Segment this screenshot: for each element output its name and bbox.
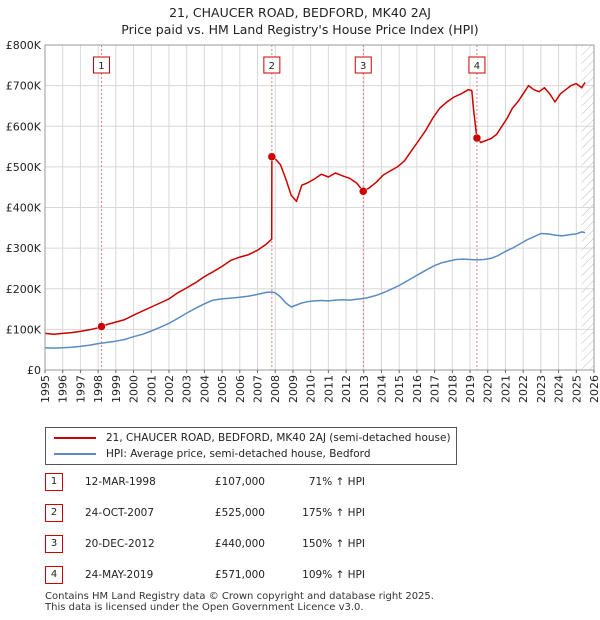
sale-date: 20-DEC-2012 [85, 538, 155, 550]
y-tick-label: £500K [6, 161, 42, 174]
title-line-2: Price paid vs. HM Land Registry's House … [121, 22, 479, 37]
sale-date: 12-MAR-1998 [85, 476, 156, 488]
series-line-property [44, 81, 586, 336]
x-tick-label: 2017 [429, 375, 442, 403]
x-tick-label: 2001 [145, 375, 158, 403]
legend-item-property: 21, CHAUCER ROAD, BEDFORD, MK40 2AJ (sem… [54, 430, 451, 446]
sale-hpi-change: 71% ↑ HPI [308, 476, 365, 488]
y-tick-label: £700K [6, 80, 42, 93]
x-tick-label: 2023 [535, 375, 548, 403]
sale-markers [97, 133, 482, 331]
legend-swatch-property [54, 437, 96, 439]
x-tick-label: 2002 [163, 375, 176, 403]
sale-label-box [263, 56, 281, 74]
y-tick-label: £400K [6, 202, 42, 215]
y-tick-label: £0 [27, 364, 41, 377]
sale-label-number: 4 [474, 61, 480, 72]
x-tick-label: 2021 [499, 375, 512, 403]
x-tick-label: 1996 [57, 375, 70, 403]
x-tick-label: 2005 [216, 375, 229, 403]
footer-line-1: Contains HM Land Registry data © Crown c… [45, 591, 434, 602]
x-tick-label: 2024 [553, 375, 566, 403]
legend-swatch-hpi [54, 453, 96, 455]
legend-label-hpi: HPI: Average price, semi-detached house,… [106, 448, 371, 460]
sale-row: 4 24-MAY-2019 £571,000 109% ↑ HPI [45, 566, 565, 584]
sale-price: £571,000 [214, 569, 265, 581]
plot-frame [44, 44, 595, 371]
sale-price: £107,000 [214, 476, 265, 488]
series-line-hpi [44, 231, 586, 349]
x-tick-label: 2013 [358, 375, 371, 403]
sale-row: 1 12-MAR-1998 £107,000 71% ↑ HPI [45, 473, 565, 491]
x-tick-label: 2007 [252, 375, 265, 403]
x-tick-label: 2000 [128, 375, 141, 403]
x-tick-label: 2012 [340, 375, 353, 403]
sale-vlines: 1 2 3 4 [92, 45, 486, 370]
sale-number-badge: 1 [45, 473, 63, 491]
x-tick-label: 2004 [198, 375, 211, 403]
sale-label-box [468, 56, 486, 74]
x-tick-label: 1999 [110, 375, 123, 403]
x-tick-label: 2008 [269, 375, 282, 403]
x-tick-label: 2015 [393, 375, 406, 403]
sale-row: 3 20-DEC-2012 £440,000 150% ↑ HPI [45, 535, 565, 553]
x-tick-label: 2025 [570, 375, 583, 403]
series-layer [44, 81, 586, 349]
x-tick-label: 2003 [181, 375, 194, 403]
sale-date: 24-OCT-2007 [85, 507, 154, 519]
footer: Contains HM Land Registry data © Crown c… [45, 591, 434, 613]
sale-number-badge: 4 [45, 566, 63, 584]
y-tick-label: £800K [6, 39, 42, 52]
x-tick-label: 2009 [287, 375, 300, 403]
y-tick-label: £200K [6, 283, 42, 296]
x-tick-label: 2014 [375, 375, 388, 403]
sale-number-badge: 3 [45, 535, 63, 553]
sale-date: 24-MAY-2019 [85, 569, 154, 581]
x-tick-label: 1997 [74, 375, 87, 403]
axis-layer: £0 £100K £200K £300K £400K £500K £600K £700K £80… [6, 39, 600, 403]
legend: 21, CHAUCER ROAD, BEDFORD, MK40 2AJ (sem… [45, 427, 457, 465]
x-tick-label: 1995 [39, 375, 52, 403]
sale-hpi-change: 150% ↑ HPI [302, 538, 365, 550]
chart-title: 21, CHAUCER ROAD, BEDFORD, MK40 2AJ Pric… [0, 4, 600, 38]
sale-hpi-change: 175% ↑ HPI [302, 507, 365, 519]
y-tick-label: £100K [6, 323, 42, 336]
x-tick-label: 2019 [464, 375, 477, 403]
x-tick-label: 2011 [322, 375, 335, 403]
x-tick-label: 2020 [482, 375, 495, 403]
sale-point [97, 322, 106, 331]
x-tick-label: 2026 [588, 375, 600, 403]
sale-label-number: 2 [269, 61, 275, 72]
sale-point [472, 133, 482, 143]
sale-label-box [354, 56, 372, 74]
y-tick-label: £300K [6, 242, 42, 255]
sale-point [267, 152, 277, 161]
title-line-1: 21, CHAUCER ROAD, BEDFORD, MK40 2AJ [169, 5, 431, 20]
footer-line-2: This data is licensed under the Open Gov… [45, 602, 364, 613]
x-tick-label: 2022 [517, 375, 530, 403]
legend-label-property: 21, CHAUCER ROAD, BEDFORD, MK40 2AJ (sem… [106, 432, 451, 444]
legend-item-hpi: HPI: Average price, semi-detached house,… [54, 446, 370, 462]
x-tick-label: 2010 [305, 375, 318, 403]
sale-label-number: 3 [360, 61, 366, 72]
sale-price: £440,000 [214, 538, 265, 550]
x-tick-label: 2018 [446, 375, 459, 403]
y-tick-label: £600K [6, 120, 42, 133]
x-tick-label: 2006 [234, 375, 247, 403]
price-chart: 1 2 3 4 £0 £100K £200K £300K £400K £500K £600K £70… [6, 39, 600, 403]
sale-number-badge: 2 [45, 504, 63, 522]
sale-row: 2 24-OCT-2007 £525,000 175% ↑ HPI [45, 504, 565, 522]
sale-point [358, 187, 368, 196]
sale-label-box [92, 56, 110, 74]
x-tick-label: 1998 [92, 375, 105, 403]
x-tick-label: 2016 [411, 375, 424, 403]
sale-hpi-change: 109% ↑ HPI [302, 569, 365, 581]
grid-layer [44, 44, 595, 371]
sale-price: £525,000 [214, 507, 265, 519]
sale-label-number: 1 [98, 61, 104, 72]
